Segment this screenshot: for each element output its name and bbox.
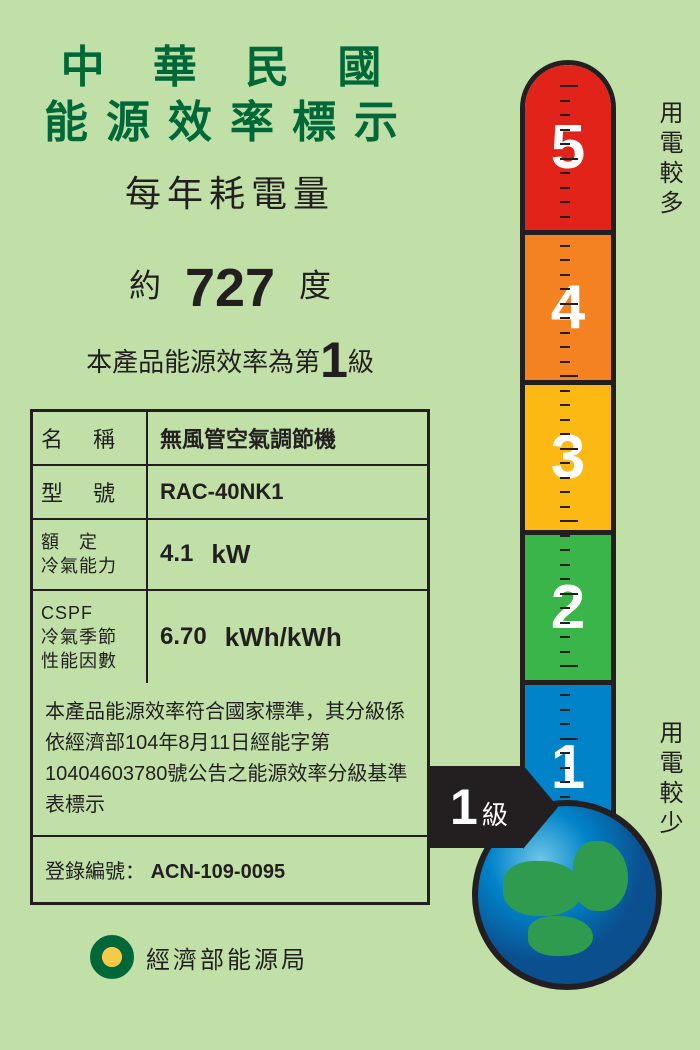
spec-value: RAC-40NK1 — [148, 466, 427, 518]
thermometer-ticks — [560, 85, 580, 825]
tick-mark — [560, 114, 570, 116]
tick-mark — [560, 796, 570, 798]
spec-label: 型 號 — [33, 466, 148, 518]
tick-mark — [560, 361, 570, 363]
tick-mark — [560, 738, 578, 740]
spec-label: CSPF冷氣季節性能因數 — [33, 591, 148, 684]
approx-label: 約 — [129, 267, 161, 303]
tick-mark — [560, 230, 578, 232]
badge-number: 1 — [450, 778, 478, 836]
globe-land-icon — [573, 841, 628, 911]
tick-mark — [560, 477, 570, 479]
arrow-right-icon — [523, 765, 558, 849]
tick-mark — [560, 694, 570, 696]
tick-mark — [560, 622, 570, 624]
tick-mark — [560, 578, 570, 580]
tick-mark — [560, 201, 570, 203]
info-panel: 中 華 民 國 能源效率標示 每年耗電量 約 727 度 本產品能源效率為第1級… — [30, 40, 430, 979]
thermometer-tube: 54321 — [520, 60, 616, 840]
tick-mark — [560, 781, 570, 783]
tick-mark — [560, 520, 578, 522]
grade-prefix: 本產品能源效率為第 — [86, 347, 320, 377]
compliance-note: 本產品能源效率符合國家標準，其分級係依經濟部104年8月11日經能字第10404… — [33, 683, 427, 837]
tick-mark — [560, 535, 570, 537]
tick-mark — [560, 245, 570, 247]
title-line2: 能源效率標示 — [30, 95, 430, 150]
tick-mark — [560, 448, 578, 450]
globe-land-icon — [503, 861, 583, 916]
low-usage-label: 用電較少 — [651, 720, 686, 840]
spec-unit: kW — [211, 539, 250, 570]
tick-mark — [560, 129, 570, 131]
spec-row: 型 號RAC-40NK1 — [33, 466, 427, 520]
tick-mark — [560, 462, 570, 464]
tick-mark — [560, 506, 570, 508]
tick-mark — [560, 404, 570, 406]
tick-mark — [560, 390, 570, 392]
spec-label: 名 稱 — [33, 412, 148, 464]
tick-mark — [560, 419, 570, 421]
spec-table: 名 稱無風管空氣調節機型 號RAC-40NK1額 定冷氣能力 4.1 kW CSPF冷… — [30, 409, 430, 905]
tick-mark — [560, 172, 570, 174]
grade-statement: 本產品能源效率為第1級 — [30, 331, 430, 389]
tick-mark — [560, 288, 570, 290]
tick-mark — [560, 607, 570, 609]
tick-mark — [560, 709, 570, 711]
tick-mark — [560, 593, 578, 595]
tick-mark — [560, 375, 578, 377]
spec-num: 6.70 — [160, 623, 207, 651]
tick-mark — [560, 665, 578, 667]
spec-value: 4.1 kW — [148, 520, 427, 589]
tick-mark — [560, 303, 578, 305]
high-usage-label: 用電較多 — [651, 100, 686, 220]
agency-seal-icon — [90, 935, 134, 979]
grade-number: 1 — [320, 332, 348, 388]
tick-mark — [560, 636, 570, 638]
tick-mark — [560, 85, 578, 87]
spec-row: 額 定冷氣能力 4.1 kW — [33, 520, 427, 591]
globe-land-icon — [528, 916, 593, 956]
reg-label: 登錄編號： — [45, 861, 145, 883]
spec-row: CSPF冷氣季節性能因數 6.70 kWh/kWh — [33, 591, 427, 684]
grade-badge: 1 級 — [430, 765, 558, 849]
spec-label: 額 定冷氣能力 — [33, 520, 148, 589]
tick-mark — [560, 346, 570, 348]
tick-mark — [560, 651, 570, 653]
agency-name: 經濟部能源局 — [146, 940, 308, 975]
tick-mark — [560, 317, 570, 319]
tick-mark — [560, 259, 570, 261]
spec-value: 無風管空氣調節機 — [148, 412, 427, 464]
tick-mark — [560, 767, 570, 769]
spec-unit: kWh/kWh — [225, 622, 342, 653]
tick-mark — [560, 216, 570, 218]
spec-row: 名 稱無風管空氣調節機 — [33, 412, 427, 466]
country-title: 中 華 民 國 能源效率標示 — [30, 40, 430, 150]
tick-mark — [560, 723, 570, 725]
reg-value: ACN-109-0095 — [151, 861, 286, 883]
tick-mark — [560, 680, 570, 682]
annual-consumption-label: 每年耗電量 — [30, 165, 430, 217]
tick-mark — [560, 752, 570, 754]
consumption-unit: 度 — [299, 267, 331, 303]
registration-row: 登錄編號： ACN-109-0095 — [33, 837, 427, 902]
tick-mark — [560, 143, 570, 145]
tick-mark — [560, 274, 570, 276]
consumption-row: 約 727 度 — [30, 257, 430, 319]
tick-mark — [560, 332, 570, 334]
title-line1: 中 華 民 國 — [30, 40, 430, 95]
tick-mark — [560, 433, 570, 435]
tick-mark — [560, 100, 570, 102]
tick-mark — [560, 187, 570, 189]
tick-mark — [560, 549, 570, 551]
tick-mark — [560, 491, 570, 493]
consumption-value: 727 — [185, 257, 275, 319]
agency-row: 經濟部能源局 — [90, 935, 430, 979]
tick-mark — [560, 158, 578, 160]
grade-suffix: 級 — [348, 347, 374, 377]
spec-num: 4.1 — [160, 540, 193, 568]
tick-mark — [560, 564, 570, 566]
grade-badge-box: 1 級 — [430, 766, 523, 848]
badge-suffix: 級 — [482, 795, 508, 832]
spec-value: 6.70 kWh/kWh — [148, 591, 427, 684]
